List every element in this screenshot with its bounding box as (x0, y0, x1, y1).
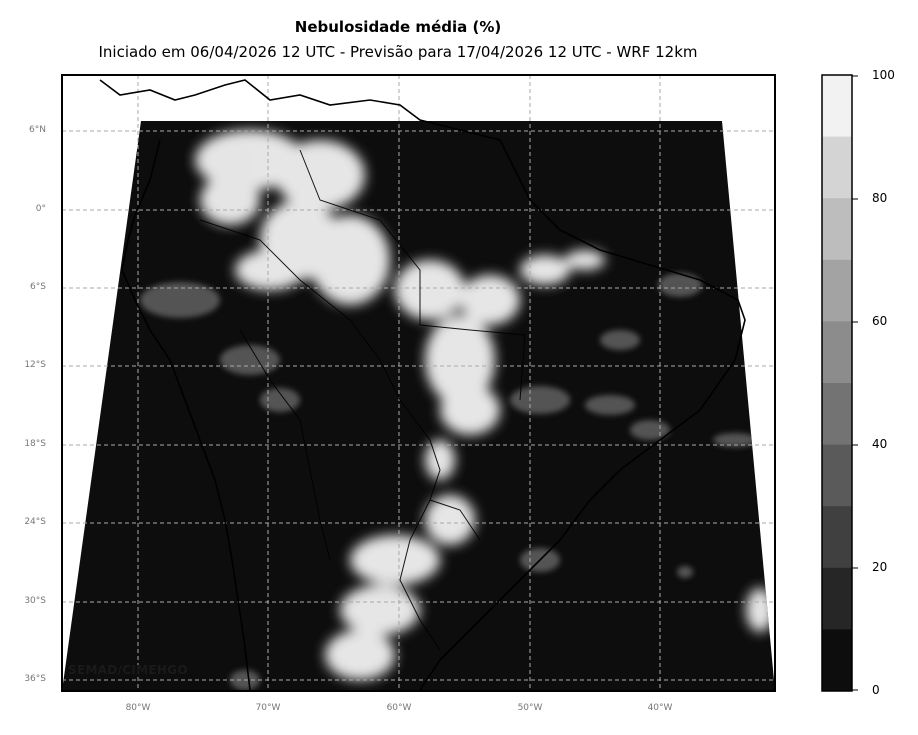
colorbar-band (822, 567, 852, 630)
lon-tick-label: 70°W (255, 703, 281, 713)
cloud-cover-field (140, 130, 774, 690)
colorbar-band (822, 259, 852, 322)
lat-tick-label: 18°S (24, 439, 46, 449)
colorbar-band (822, 383, 852, 446)
lon-tick-label: 40°W (647, 703, 673, 713)
country-borders (199, 149, 526, 651)
lat-tick-label: 36°S (24, 674, 46, 684)
map-title: Nebulosidade média (%) (294, 18, 502, 36)
credit-label: SEMAD/CIMEHGO (68, 663, 188, 677)
colorbar-band (822, 444, 852, 507)
coastlines (99, 79, 746, 691)
colorbar-tick-label: 40 (872, 437, 888, 451)
lon-tick-label: 80°W (125, 703, 151, 713)
lat-tick-label: 12°S (24, 360, 46, 370)
colorbar-ticks (852, 75, 858, 691)
colorbar-tick-label: 80 (872, 191, 888, 205)
map-subtitle: Iniciado em 06/04/2026 12 UTC - Previsão… (98, 43, 698, 61)
graticule (62, 75, 775, 691)
colorbar-tick-label: 20 (872, 560, 888, 574)
colorbar-frame (821, 74, 853, 692)
colorbar-band (822, 506, 852, 569)
lon-tick-label: 50°W (517, 703, 543, 713)
plot-frame (61, 74, 776, 692)
lat-tick-label: 30°S (24, 596, 46, 606)
lon-tick-label: 60°W (386, 703, 412, 713)
lat-tick-label: 6°S (30, 282, 46, 292)
lat-tick-label: 6°N (29, 125, 46, 135)
lat-tick-label: 0° (35, 204, 46, 214)
lat-tick-label: 24°S (24, 517, 46, 527)
colorbar (822, 75, 852, 692)
colorbar-band (822, 136, 852, 199)
colorbar-band (822, 75, 852, 138)
colorbar-band (822, 629, 852, 692)
colorbar-band (822, 321, 852, 384)
colorbar-tick-label: 100 (872, 68, 895, 82)
colorbar-tick-label: 60 (872, 314, 888, 328)
colorbar-band (822, 198, 852, 261)
colorbar-tick-label: 0 (872, 683, 880, 697)
